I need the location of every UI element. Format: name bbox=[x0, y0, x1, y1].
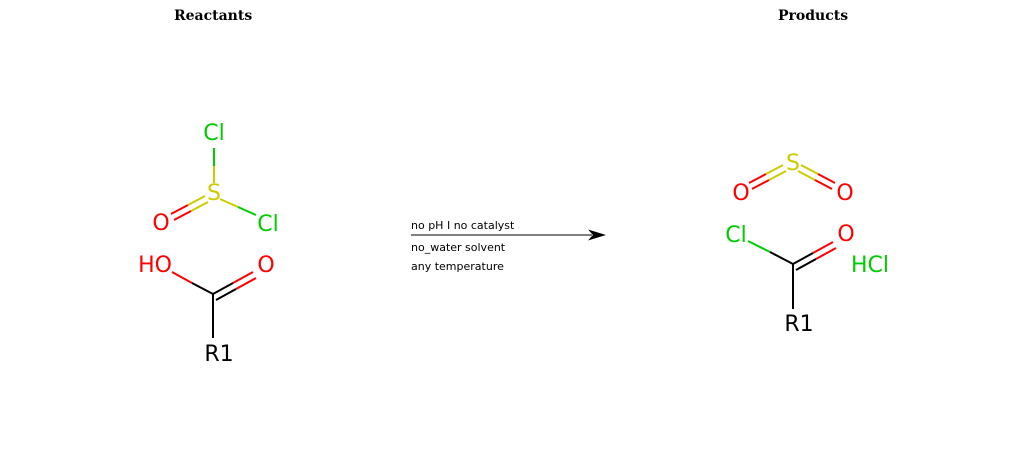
bond-s-o-double bbox=[170, 204, 189, 215]
atom-s: S bbox=[207, 181, 221, 206]
bond-c-o-double bbox=[235, 277, 257, 290]
atom-o: O bbox=[257, 253, 274, 278]
atom-s: S bbox=[786, 151, 800, 176]
bond-s-o-double bbox=[187, 195, 206, 206]
bond-s-o-double bbox=[748, 173, 767, 184]
bond-c-cl bbox=[747, 240, 771, 253]
bond-c-o-double bbox=[232, 271, 254, 284]
atom-r1: R1 bbox=[204, 342, 233, 367]
bond-s-o-double bbox=[190, 201, 209, 212]
bond-s-o-double bbox=[751, 179, 770, 190]
bond-c-o-double bbox=[212, 282, 234, 295]
bond-c-o-double bbox=[795, 258, 817, 271]
bond-s-o-double bbox=[800, 164, 819, 175]
reactants-heading: Reactants bbox=[174, 8, 253, 24]
bond-s-o-double bbox=[797, 170, 816, 181]
bond-s-o-double bbox=[817, 173, 836, 184]
acyl-chloride-molecule: Cl O R1 bbox=[725, 222, 854, 337]
bond-s-o-double bbox=[814, 179, 833, 190]
hcl-molecule: HCl bbox=[851, 253, 889, 278]
bond-c-cl bbox=[769, 251, 794, 265]
condition-temperature: any temperature bbox=[411, 260, 504, 273]
atom-cl: Cl bbox=[257, 212, 278, 237]
reaction-arrow-group: no pH I no catalyst no_water solvent any… bbox=[411, 219, 606, 273]
atom-r1: R1 bbox=[784, 312, 813, 337]
sulfur-dioxide-molecule: S O O bbox=[732, 151, 853, 206]
carboxylic-acid-molecule: HO O R1 bbox=[138, 253, 275, 367]
bond-c-o-double bbox=[792, 252, 814, 265]
bond-c-o-double bbox=[215, 288, 237, 301]
atom-cl: Cl bbox=[203, 121, 224, 146]
atom-o: O bbox=[836, 181, 853, 206]
bond-s-cl-right bbox=[219, 198, 239, 208]
bond-s-cl-right bbox=[237, 206, 257, 216]
atom-o: O bbox=[732, 181, 749, 206]
arrow-head-icon bbox=[588, 229, 606, 241]
condition-solvent: no_water solvent bbox=[411, 241, 506, 254]
atom-ho: HO bbox=[138, 253, 172, 278]
atom-cl: Cl bbox=[725, 223, 746, 248]
bond-c-oh bbox=[191, 282, 214, 295]
bond-s-o-double bbox=[765, 164, 784, 175]
condition-ph-catalyst: no pH I no catalyst bbox=[411, 219, 515, 232]
bond-c-o-double bbox=[812, 241, 834, 254]
thionyl-chloride-molecule: Cl S Cl O bbox=[152, 121, 278, 237]
bond-s-o-double bbox=[173, 210, 192, 221]
atom-o: O bbox=[837, 222, 854, 247]
bond-c-o-double bbox=[815, 247, 837, 260]
products-heading: Products bbox=[778, 8, 849, 24]
atom-o: O bbox=[152, 211, 169, 236]
bond-c-oh bbox=[171, 271, 193, 284]
bond-s-o-double bbox=[768, 170, 787, 181]
